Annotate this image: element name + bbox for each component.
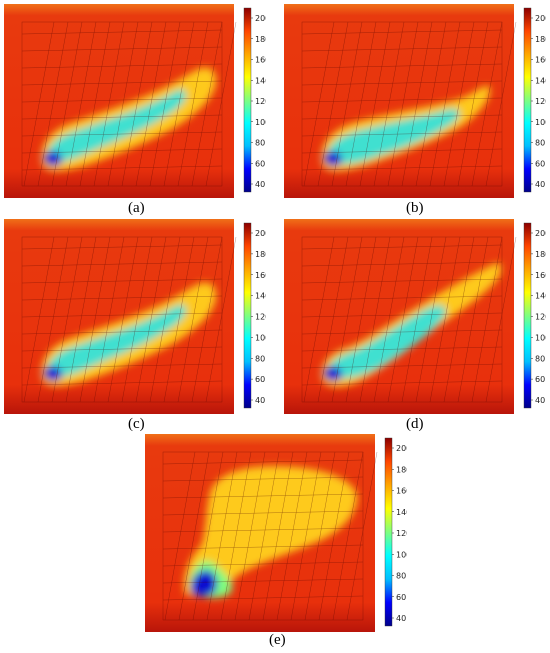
colorbar-tick-label: 120: [535, 97, 546, 106]
caption-d: (d): [406, 416, 424, 432]
colorbar-tick-label: 140: [396, 508, 407, 517]
heatmap-c: 200 180 160 140 120 100 80 60 40: [4, 219, 266, 414]
colorbar-tick-label: 200: [396, 444, 407, 453]
plume-region: [184, 466, 358, 598]
colorbar-tick-label: 160: [255, 271, 266, 280]
colorbar-tick-label: 140: [255, 292, 266, 301]
fracture-lines: [21, 21, 237, 187]
heatmap-d: 200 180 160 140 120 100 80 60 40: [284, 219, 546, 414]
heatmap-e: 200 180 160 140 120 100 80 60 40: [145, 434, 407, 632]
colorbar-tick-label: 140: [535, 76, 546, 85]
colorbar-tick-label: 40: [535, 396, 545, 405]
colorbar-tick-label: 100: [255, 118, 266, 127]
colorbar: [243, 7, 252, 193]
colorbar: [523, 222, 532, 409]
colorbar-tick-label: 160: [396, 487, 407, 496]
colorbar-tick-label: 200: [535, 229, 546, 238]
heatmap-a: 200 180 160 140 120 100 80 60 40: [4, 4, 266, 198]
colorbar-tick-label: 80: [255, 139, 265, 148]
colorbar-tick-label: 180: [535, 35, 546, 44]
colorbar-tick-label: 140: [535, 292, 546, 301]
colorbar-tick-label: 100: [396, 550, 407, 559]
colorbar-tick-label: 40: [535, 180, 545, 189]
caption-b: (b): [406, 200, 424, 216]
fracture-lines: [301, 236, 517, 403]
colorbar-tick-label: 140: [255, 76, 266, 85]
fracture-lines: [21, 236, 237, 403]
colorbar-tick-label: 40: [255, 180, 265, 189]
colorbar-tick-label: 80: [535, 139, 545, 148]
colorbar-tick-label: 120: [535, 313, 546, 322]
colorbar-tick-label: 60: [535, 159, 545, 168]
panel-c: 200 180 160 140 120 100 80 60 40: [4, 219, 266, 414]
colorbar-tick-label: 180: [535, 250, 546, 259]
colorbar-tick-label: 80: [535, 354, 545, 363]
colorbar: [384, 437, 393, 627]
plume-region: [41, 67, 217, 171]
colorbar-tick-label: 60: [255, 159, 265, 168]
caption-a: (a): [128, 200, 145, 216]
colorbar-tick-label: 120: [255, 313, 266, 322]
colorbar-tick-label: 180: [255, 250, 266, 259]
caption-c: (c): [128, 416, 145, 432]
colorbar-tick-label: 120: [396, 529, 407, 538]
colorbar-tick-label: 160: [535, 56, 546, 65]
colorbar-tick-label: 80: [255, 354, 265, 363]
colorbar-tick-label: 60: [535, 375, 545, 384]
colorbar-tick-label: 160: [535, 271, 546, 280]
colorbar-tick-label: 200: [255, 229, 266, 238]
colorbar-tick-label: 60: [255, 375, 265, 384]
colorbar-tick-label: 180: [255, 35, 266, 44]
colorbar-tick-label: 100: [255, 333, 266, 342]
heatmap-b: 200 180 160 140 120 100 80 60 40: [284, 4, 546, 198]
colorbar-tick-label: 40: [255, 396, 265, 405]
panel-a: 200 180 160 140 120 100 80 60 40: [4, 4, 266, 198]
colorbar-tick-label: 80: [396, 572, 406, 581]
panel-e: 200 180 160 140 120 100 80 60 40: [145, 434, 407, 632]
colorbar-tick-label: 160: [255, 56, 266, 65]
colorbar-tick-label: 40: [396, 614, 406, 623]
colorbar-tick-label: 180: [396, 465, 407, 474]
panel-d: 200 180 160 140 120 100 80 60 40: [284, 219, 546, 414]
plume-region: [41, 282, 217, 386]
colorbar: [523, 7, 532, 193]
colorbar-tick-label: 100: [535, 333, 546, 342]
fracture-lines: [162, 451, 378, 621]
colorbar: [243, 222, 252, 409]
fracture-lines: [301, 21, 517, 187]
colorbar-tick-label: 100: [535, 118, 546, 127]
colorbar-tick-label: 200: [535, 14, 546, 23]
panel-b: 200 180 160 140 120 100 80 60 40: [284, 4, 546, 198]
caption-e: (e): [269, 632, 286, 648]
colorbar-tick-label: 60: [396, 593, 406, 602]
colorbar-tick-label: 200: [255, 14, 266, 23]
colorbar-tick-label: 120: [255, 97, 266, 106]
